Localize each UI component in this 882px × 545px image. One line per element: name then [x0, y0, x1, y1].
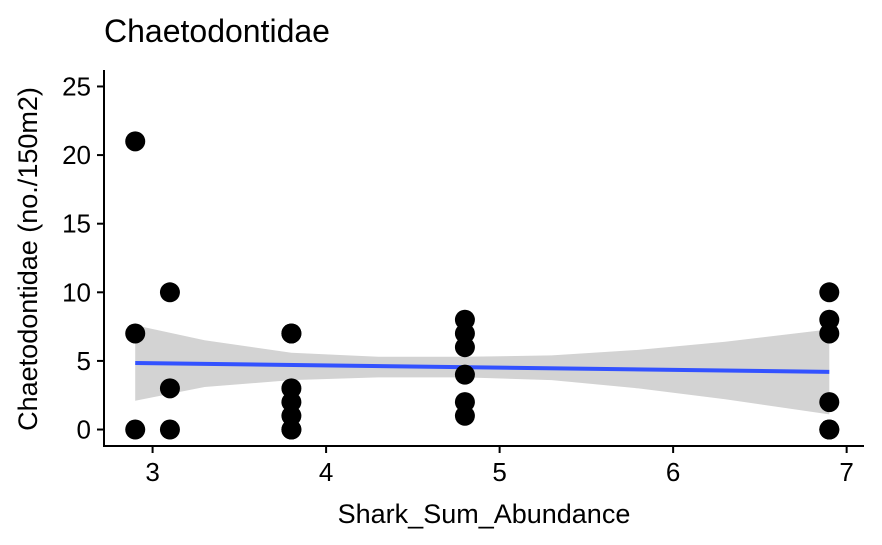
trend-line	[135, 360, 830, 374]
confidence-band	[135, 325, 830, 415]
chart-title: Chaetodontidae	[104, 13, 330, 49]
trend-line-layer	[135, 360, 830, 374]
data-point	[454, 364, 475, 385]
data-point	[281, 405, 302, 426]
data-point	[454, 323, 475, 344]
y-tick-label: 20	[62, 140, 91, 170]
x-axis-label: Shark_Sum_Abundance	[338, 499, 631, 529]
data-point	[281, 392, 302, 413]
data-point	[454, 405, 475, 426]
y-tick-label: 25	[62, 71, 91, 101]
data-point	[454, 392, 475, 413]
data-point	[819, 392, 840, 413]
data-point	[819, 309, 840, 330]
data-point	[819, 419, 840, 440]
y-tick-label: 15	[62, 209, 91, 239]
y-axis-label: Chaetodontidae (no./150m2)	[13, 87, 43, 431]
data-point	[159, 378, 180, 399]
x-tick-label: 6	[666, 457, 680, 487]
data-point	[454, 309, 475, 330]
data-point	[454, 337, 475, 358]
x-tick-label: 3	[145, 457, 159, 487]
points-layer	[125, 131, 840, 440]
data-point	[281, 323, 302, 344]
data-point	[281, 419, 302, 440]
data-point	[125, 323, 146, 344]
data-point	[281, 378, 302, 399]
y-tick-label: 0	[77, 415, 91, 445]
data-point	[819, 323, 840, 344]
x-tick-label: 4	[319, 457, 333, 487]
y-tick-label: 5	[77, 346, 91, 376]
data-point	[819, 282, 840, 303]
y-tick-label: 10	[62, 277, 91, 307]
x-tick-label: 5	[492, 457, 506, 487]
data-point	[125, 419, 146, 440]
x-tick-label: 7	[839, 457, 853, 487]
data-point	[159, 282, 180, 303]
data-point	[159, 419, 180, 440]
data-point	[125, 131, 146, 152]
confidence-band-layer	[135, 325, 830, 415]
axes-layer: 0 5 10 15 20 25 3 4 5 6 7	[62, 70, 864, 487]
